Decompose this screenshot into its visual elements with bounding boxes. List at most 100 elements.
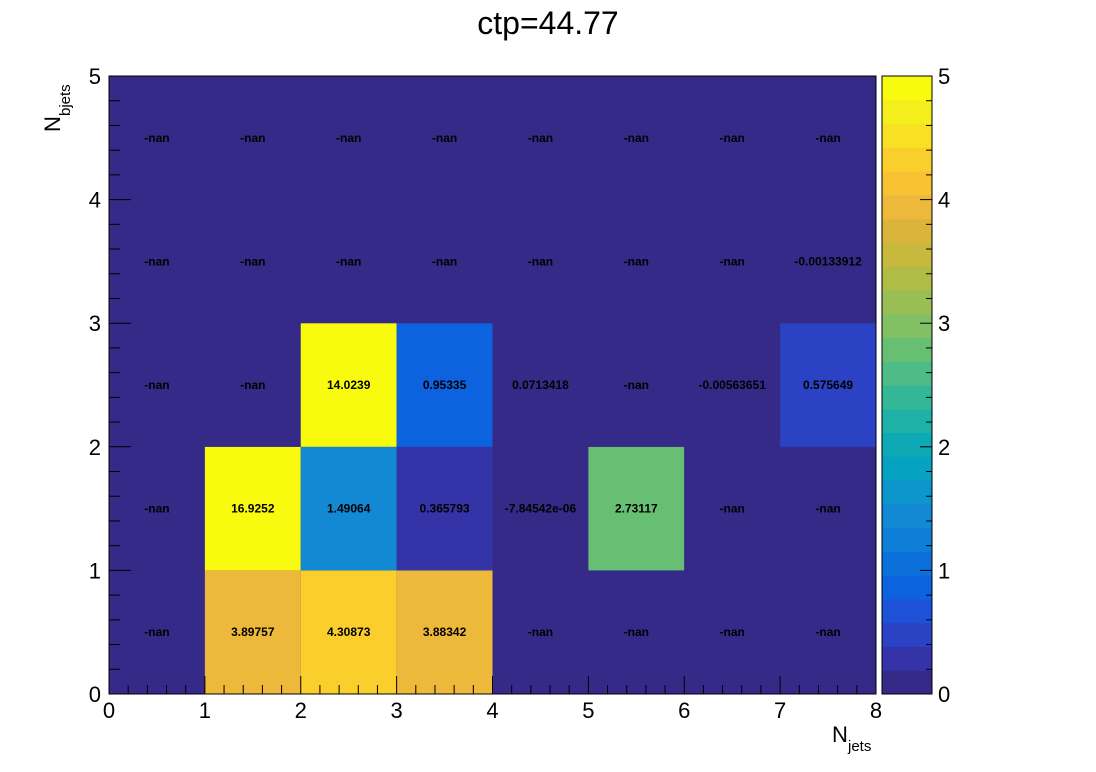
heatmap-cell bbox=[109, 76, 205, 200]
cell-value-label: -nan bbox=[815, 131, 840, 145]
colorbar-frame bbox=[881, 75, 933, 695]
heatmap-cell bbox=[684, 199, 781, 324]
x-axis-title-main: N bbox=[832, 722, 848, 747]
cell-value-label: -nan bbox=[528, 625, 553, 639]
x-axis-ticks: 0 1 2 3 4 5 6 7 8 bbox=[103, 676, 882, 723]
heatmap-cells bbox=[109, 76, 876, 694]
cell-value-label: -nan bbox=[624, 131, 649, 145]
cell-value-label: 3.88342 bbox=[423, 625, 467, 639]
colorbar-swatch bbox=[882, 385, 932, 410]
colorbar-swatch bbox=[882, 76, 932, 101]
cell-value-label: 3.89757 bbox=[231, 625, 275, 639]
color-scale-ticks: 0 1 2 3 4 5 bbox=[920, 64, 950, 707]
x-tick-label: 4 bbox=[486, 698, 498, 723]
cell-value-label: -7.84542e-06 bbox=[505, 502, 577, 516]
colorbar-swatch bbox=[882, 171, 932, 196]
heatmap-cell bbox=[588, 446, 685, 571]
cell-value-label: -nan bbox=[336, 254, 361, 268]
heatmap-cell bbox=[588, 199, 685, 324]
heatmap-cell bbox=[492, 446, 589, 571]
color-scale-bar bbox=[881, 75, 933, 695]
x-axis-title: N jets bbox=[832, 722, 871, 755]
cell-value-label: 0.365793 bbox=[420, 502, 470, 516]
cell-value-label: -nan bbox=[144, 502, 169, 516]
heatmap-cell bbox=[684, 446, 781, 571]
chart-title: ctp=44.77 bbox=[477, 5, 618, 41]
heatmap-cell bbox=[204, 446, 301, 571]
x-tick-label: 1 bbox=[199, 698, 211, 723]
cell-value-label: -nan bbox=[144, 254, 169, 268]
heatmap-cell bbox=[396, 199, 493, 324]
heatmap-cell bbox=[300, 199, 397, 324]
heatmap-cell bbox=[300, 323, 397, 447]
heatmap-cell bbox=[109, 570, 205, 694]
heatmap-cell bbox=[492, 323, 589, 447]
colorbar-tick-label: 2 bbox=[938, 435, 950, 460]
colorbar-tick-label: 3 bbox=[938, 311, 950, 336]
heatmap-cell bbox=[780, 76, 876, 200]
cell-value-label: -nan bbox=[432, 254, 457, 268]
y-tick-label: 2 bbox=[89, 435, 101, 460]
cell-value-label: -nan bbox=[144, 131, 169, 145]
cell-value-label: -nan bbox=[624, 254, 649, 268]
cell-value-label: 4.30873 bbox=[327, 625, 371, 639]
x-tick-label: 3 bbox=[391, 698, 403, 723]
y-axis-title-main: N bbox=[40, 116, 65, 132]
y-tick-label: 0 bbox=[89, 682, 101, 707]
heatmap-cell bbox=[588, 323, 685, 447]
heatmap-cell bbox=[780, 446, 876, 571]
heatmap-cell bbox=[780, 199, 876, 324]
y-axis-title: N bjets bbox=[40, 84, 74, 132]
y-tick-label: 3 bbox=[89, 311, 101, 336]
cell-value-label: -nan bbox=[720, 502, 745, 516]
cell-value-label: -nan bbox=[624, 625, 649, 639]
heatmap-cell bbox=[204, 199, 301, 324]
y-tick-label: 4 bbox=[89, 188, 101, 213]
heatmap-cell bbox=[109, 323, 205, 447]
colorbar-swatch bbox=[882, 147, 932, 172]
cell-value-label: -nan bbox=[336, 131, 361, 145]
y-tick-label: 1 bbox=[89, 558, 101, 583]
y-axis-title-sub: bjets bbox=[57, 84, 74, 116]
colorbar-swatch bbox=[882, 456, 932, 481]
cell-value-label: -nan bbox=[815, 625, 840, 639]
heatmap-cell bbox=[684, 323, 781, 447]
cell-value-label: -nan bbox=[720, 254, 745, 268]
colorbar-swatch bbox=[882, 289, 932, 315]
cell-value-label: 0.0713418 bbox=[512, 378, 569, 392]
colorbar-tick-label: 0 bbox=[938, 682, 950, 707]
heatmap-cell bbox=[109, 199, 205, 324]
colorbar-swatch bbox=[882, 622, 932, 647]
colorbar-swatch bbox=[882, 242, 932, 267]
cell-value-label: -0.00563651 bbox=[698, 378, 766, 392]
x-tick-label: 8 bbox=[870, 698, 882, 723]
x-tick-label: 5 bbox=[582, 698, 594, 723]
cell-value-label: -nan bbox=[240, 378, 265, 392]
colorbar-swatch bbox=[882, 646, 932, 671]
cell-value-label: -nan bbox=[432, 131, 457, 145]
cell-value-label: -0.00133912 bbox=[794, 254, 862, 268]
x-tick-label: 0 bbox=[103, 698, 115, 723]
y-tick-label: 5 bbox=[89, 64, 101, 89]
colorbar-swatch bbox=[882, 503, 932, 529]
colorbar-swatch bbox=[882, 266, 932, 291]
heatmap-cell bbox=[780, 323, 876, 447]
heatmap-cell bbox=[204, 570, 301, 694]
cell-value-label: -nan bbox=[528, 131, 553, 145]
heatmap-cell bbox=[396, 323, 493, 447]
cell-value-label: -nan bbox=[240, 131, 265, 145]
colorbar-swatch bbox=[882, 527, 932, 552]
x-tick-label: 2 bbox=[295, 698, 307, 723]
heatmap-cell bbox=[492, 76, 589, 200]
cell-value-label: -nan bbox=[144, 625, 169, 639]
cell-value-label: -nan bbox=[815, 502, 840, 516]
heatmap-cell bbox=[109, 446, 205, 571]
cell-value-label: -nan bbox=[624, 378, 649, 392]
colorbar-tick-label: 4 bbox=[938, 188, 950, 213]
heatmap-cell bbox=[780, 570, 876, 694]
colorbar-swatch bbox=[882, 551, 932, 576]
heatmap-cell bbox=[396, 570, 493, 694]
heatmap-cell bbox=[300, 570, 397, 694]
cell-value-label: -nan bbox=[720, 131, 745, 145]
